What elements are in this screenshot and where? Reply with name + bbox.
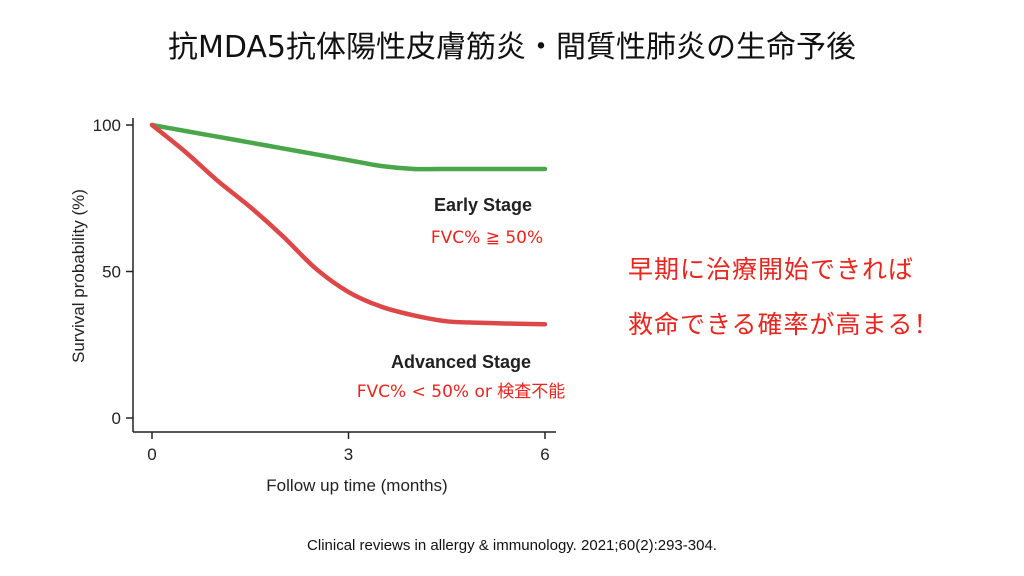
- early-stage-line: [149, 122, 548, 172]
- x-axis-label: Follow up time (months): [266, 476, 447, 495]
- advanced-stage-criteria: FVC% < 50% or 検査不能: [357, 382, 565, 402]
- x-ticks: 0 3 6: [147, 432, 550, 464]
- early-stage-label: Early Stage: [434, 195, 532, 215]
- x-tick-label: 6: [540, 445, 549, 464]
- x-tick-label: 0: [147, 445, 156, 464]
- y-ticks: 0 50 100: [93, 116, 133, 428]
- callout-line-2: 救命できる確率が高まる！: [628, 310, 940, 339]
- x-tick-label: 3: [344, 445, 353, 464]
- y-tick-label: 100: [93, 116, 121, 135]
- y-axis: 0 50 100: [93, 116, 134, 432]
- early-stage-criteria: FVC% ≧ 50%: [431, 228, 543, 248]
- y-tick-label: 0: [112, 409, 121, 428]
- y-tick-label: 50: [102, 263, 121, 282]
- citation: Clinical reviews in allergy & immunology…: [307, 537, 717, 554]
- advanced-stage-label: Advanced Stage: [391, 352, 531, 372]
- slide-title: 抗MDA5抗体陽性皮膚筋炎・間質性肺炎の生命予後: [167, 30, 857, 65]
- callout-line-1: 早期に治療開始できれば: [628, 255, 915, 284]
- x-axis: 0 3 6: [133, 431, 556, 464]
- y-axis-label: Survival probability (%): [69, 189, 88, 363]
- advanced-stage-line: [149, 122, 548, 327]
- series-lines: [149, 122, 548, 327]
